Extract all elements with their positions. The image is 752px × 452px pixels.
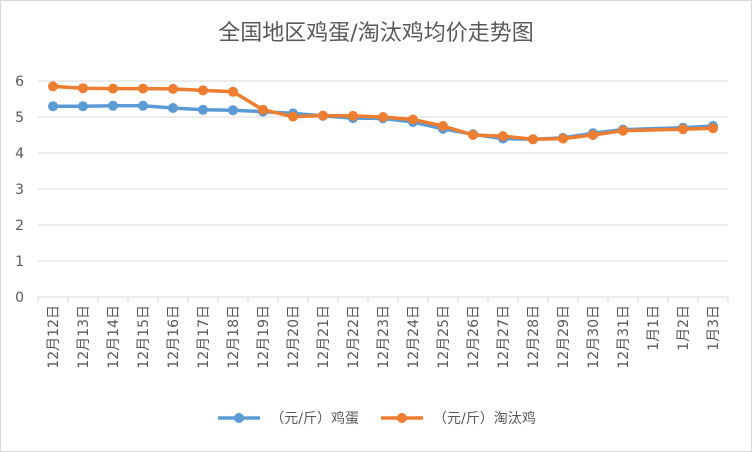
x-tick-label: 12月24日 — [406, 305, 422, 369]
x-tick-label: 12月16日 — [166, 305, 182, 369]
data-point — [228, 105, 238, 116]
data-point — [48, 81, 58, 92]
data-point — [258, 104, 268, 115]
data-point — [708, 123, 718, 134]
data-point — [228, 86, 238, 97]
data-point — [558, 133, 568, 144]
x-tick-label: 12月31日 — [616, 305, 632, 369]
data-point — [288, 111, 298, 122]
legend-item-culled-hen: （元/斤）淘汰鸡 — [379, 408, 536, 428]
x-tick-label: 12月20日 — [286, 305, 302, 369]
data-point — [408, 114, 418, 125]
data-point — [678, 124, 688, 135]
x-tick-label: 1月3日 — [706, 305, 722, 351]
x-tick-label: 12月14日 — [106, 305, 122, 369]
legend-swatch-egg — [218, 413, 261, 423]
x-tick-label: 12月18日 — [226, 305, 242, 369]
x-tick-label: 1月2日 — [676, 305, 692, 351]
y-tick-label: 3 — [15, 182, 24, 198]
x-tick-label: 1月1日 — [646, 305, 662, 351]
data-point — [198, 104, 208, 115]
x-tick-label: 12月30日 — [586, 305, 602, 369]
chart-title: 全国地区鸡蛋/淘汰鸡均价走势图 — [218, 21, 534, 46]
y-tick-label: 1 — [15, 254, 24, 270]
x-tick-label: 12月17日 — [196, 305, 212, 369]
legend-swatch-culled-hen — [381, 413, 423, 423]
chart-plot: 0 1 2 3 4 5 6 12月12日 12月13日 12月14日 12月15日 12月16日 12月… — [15, 74, 729, 369]
data-point — [48, 101, 58, 112]
x-tick-label: 12月13日 — [76, 305, 92, 369]
data-point — [528, 134, 538, 145]
y-tick-label: 5 — [15, 110, 24, 126]
y-tick-label: 0 — [15, 290, 24, 306]
x-tick-label: 12月21日 — [316, 305, 332, 369]
data-point — [198, 85, 208, 96]
data-point — [78, 101, 88, 112]
x-tick-label: 12月28日 — [526, 305, 542, 369]
legend-label-culled-hen: （元/斤）淘汰鸡 — [433, 411, 536, 427]
data-point — [378, 112, 388, 122]
data-point — [468, 130, 478, 140]
data-point — [588, 130, 598, 140]
legend-label-egg: （元/斤）鸡蛋 — [270, 411, 359, 427]
x-tick-label: 12月23日 — [376, 305, 392, 369]
x-tick-label: 12月15日 — [136, 305, 152, 369]
legend-item-egg: （元/斤）鸡蛋 — [216, 408, 359, 428]
y-tick-label: 6 — [15, 74, 24, 90]
y-tick-label: 2 — [15, 218, 24, 234]
x-tick-label: 12月25日 — [436, 305, 452, 369]
series-line-1 — [51, 84, 715, 142]
data-point — [168, 103, 178, 113]
x-tick-label: 12月26日 — [466, 305, 482, 369]
data-point — [348, 110, 358, 121]
data-point — [438, 121, 448, 131]
data-point — [108, 100, 118, 111]
data-point — [138, 100, 148, 111]
x-tick-label: 12月27日 — [496, 305, 512, 369]
x-tick-label: 12月12日 — [46, 305, 62, 369]
chart-legend: （元/斤）鸡蛋 （元/斤）淘汰鸡 — [1, 408, 751, 428]
data-point — [618, 125, 628, 136]
data-point — [498, 131, 508, 142]
y-tick-label: 4 — [15, 146, 24, 162]
data-point — [138, 83, 148, 94]
x-tick-label: 12月29日 — [556, 305, 572, 369]
x-tick-label: 12月19日 — [256, 305, 272, 369]
data-point — [78, 83, 88, 94]
data-point — [168, 83, 178, 94]
data-point — [108, 83, 118, 94]
data-point — [318, 110, 328, 121]
x-tick-label: 12月22日 — [346, 305, 362, 369]
